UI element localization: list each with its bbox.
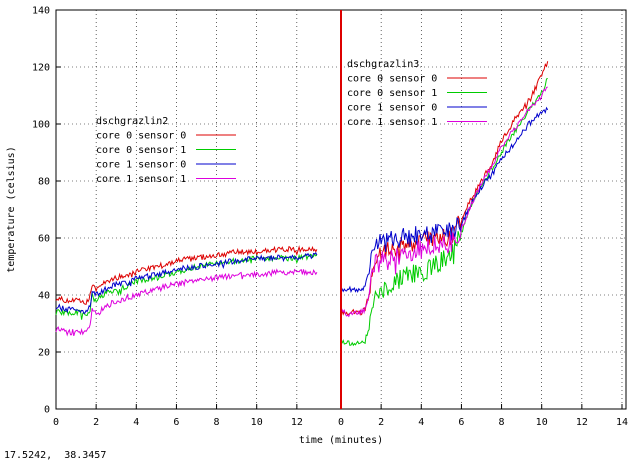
legend-entry: core 0 sensor 1 — [96, 145, 186, 156]
series-line — [340, 61, 549, 316]
series-layer — [55, 61, 549, 347]
legend-entry: core 1 sensor 0 — [347, 103, 437, 114]
x-tick-label: 8 — [499, 417, 505, 428]
x-tick-label: 12 — [576, 417, 588, 428]
y-tick-label: 20 — [38, 348, 50, 359]
series-line — [340, 106, 549, 294]
x-tick-label: 0 — [338, 417, 344, 428]
y-tick-label: 100 — [32, 120, 50, 131]
legend-title: dschgrazlin3 — [347, 59, 419, 70]
x-tick-label: 10 — [536, 417, 548, 428]
legend-entry: core 0 sensor 0 — [347, 74, 437, 85]
legends: dschgrazlin2 core 0 sensor 0 core 0 sensor… — [96, 59, 487, 185]
legend-entry: core 0 sensor 1 — [347, 88, 437, 99]
series-line — [55, 268, 318, 337]
x-tick-label: 2 — [93, 417, 99, 428]
y-tick-label: 80 — [38, 177, 50, 188]
y-tick-label: 0 — [44, 405, 50, 416]
legend-entry: core 0 sensor 0 — [96, 131, 186, 142]
x-tick-label: 6 — [458, 417, 464, 428]
x-tick-label: 4 — [418, 417, 424, 428]
x-tick-label: 10 — [251, 417, 263, 428]
y-tick-label: 40 — [38, 291, 50, 302]
series-line — [340, 86, 548, 318]
series-line — [55, 251, 318, 315]
x-tick-label: 6 — [173, 417, 179, 428]
x-tick-label: 14 — [616, 417, 628, 428]
x-tick-label: 12 — [291, 417, 303, 428]
legend-entry: core 1 sensor 1 — [96, 174, 186, 185]
y-axis-label: temperature (celsius) — [6, 146, 17, 272]
series-line — [340, 77, 548, 347]
x-axis-label: time (minutes) — [299, 435, 383, 446]
x-tick-label: 8 — [214, 417, 220, 428]
legend-title: dschgrazlin2 — [96, 116, 168, 127]
x-tick-label: 0 — [53, 417, 59, 428]
series-line — [55, 245, 318, 305]
coordinate-readout: 17.5242, 38.3457 — [4, 450, 107, 461]
legend-entry: core 1 sensor 1 — [347, 117, 437, 128]
x-tick-label: 2 — [378, 417, 384, 428]
y-tick-label: 60 — [38, 234, 50, 245]
y-tick-label: 140 — [32, 6, 50, 17]
x-tick-label: 4 — [133, 417, 139, 428]
y-tick-label: 120 — [32, 63, 50, 74]
legend-entry: core 1 sensor 0 — [96, 160, 186, 171]
